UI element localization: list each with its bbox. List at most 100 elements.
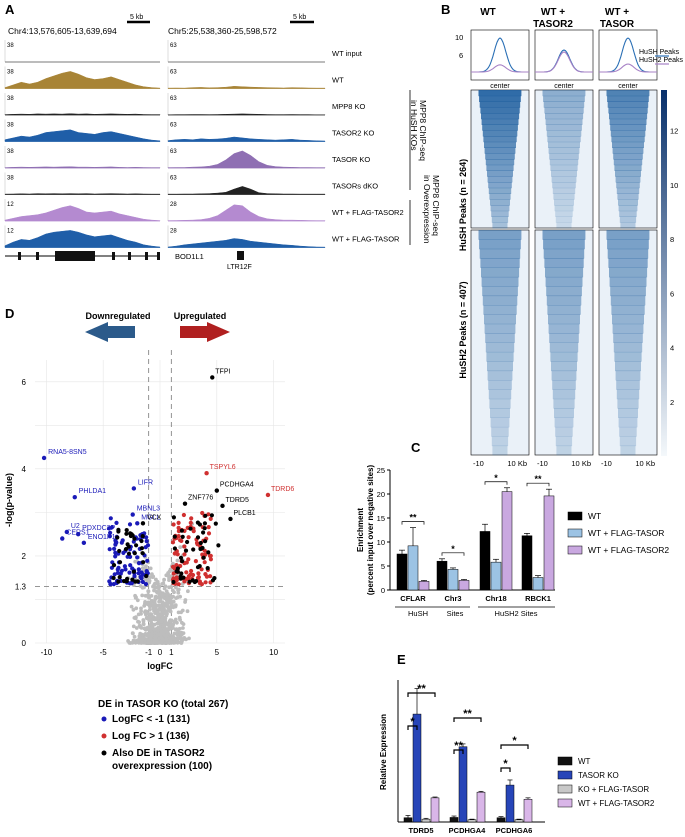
point-upregulated [197, 581, 203, 586]
point-also-de [134, 543, 139, 548]
point-nonsignificant [177, 615, 182, 620]
heatmap-band [546, 130, 582, 137]
heatmap-band [482, 124, 518, 131]
legend-label: Also DE in TASOR2 [112, 748, 205, 759]
point-label: TSPYL6 [210, 464, 236, 471]
point-upregulated [174, 563, 179, 568]
heatmap-band [545, 276, 583, 287]
profile-frame [534, 29, 594, 81]
heatmap-band [479, 248, 521, 259]
point-nonsignificant [176, 587, 181, 592]
bar [476, 791, 486, 823]
point-nonsignificant [167, 607, 172, 612]
point-nonsignificant [129, 604, 134, 609]
point-upregulated [182, 552, 187, 557]
bar [418, 581, 430, 591]
point-nonsignificant [149, 633, 154, 638]
heatmap-band [554, 408, 574, 418]
point-also-de [133, 579, 138, 584]
point-also-de [198, 540, 203, 546]
track-max-left: 38 [7, 123, 14, 129]
point-also-de [124, 528, 129, 533]
point-upregulated [202, 560, 207, 565]
point-also-de [132, 551, 137, 556]
point-nonsignificant [165, 601, 170, 605]
bar [421, 818, 431, 823]
point-also-de [117, 548, 122, 554]
heatmap-band [613, 159, 643, 166]
labeled-point [131, 486, 137, 491]
point-also-de [210, 578, 216, 583]
point-nonsignificant [136, 612, 141, 617]
point-also-de [130, 533, 135, 538]
heatmap-band [487, 176, 513, 183]
point-nonsignificant [164, 641, 169, 645]
legend-label: WT + FLAG-TASOR2 [578, 799, 655, 808]
point-downregulated [121, 550, 126, 556]
heatmap-band [616, 187, 640, 194]
point-upregulated [179, 538, 184, 544]
heatmap-band [607, 239, 649, 250]
heatmap-band [546, 124, 582, 131]
point-nonsignificant [143, 611, 148, 615]
point-nonsignificant [133, 593, 138, 598]
heatmap-band [545, 113, 584, 120]
heatmap-band [491, 436, 509, 447]
track-max-left: 12 [7, 229, 14, 235]
heatmap-band [544, 258, 584, 268]
point-nonsignificant [169, 595, 174, 600]
y-axis-label: Relative Expression [379, 714, 388, 790]
heatmap-band [616, 389, 640, 400]
heatmap-band [608, 258, 648, 268]
y-tick-label: 2 [22, 552, 27, 561]
point-nonsignificant [130, 631, 135, 635]
point-downregulated [122, 564, 127, 569]
x-axis-label: logFC [147, 661, 173, 671]
heatmap-band [617, 193, 639, 200]
point-downregulated [128, 563, 133, 568]
point-nonsignificant [143, 600, 148, 604]
track-max-right: 63 [170, 43, 177, 49]
significance-mark: * [503, 758, 508, 770]
y-tick-label: 0 [22, 639, 27, 648]
point-nonsignificant [138, 631, 143, 636]
track-signal-right [167, 186, 326, 195]
point-nonsignificant [139, 606, 143, 611]
heatmap-band [486, 164, 514, 171]
point-nonsignificant [153, 631, 158, 635]
point-nonsignificant [153, 636, 158, 640]
point-also-de [187, 579, 192, 584]
heatmap-band [619, 436, 637, 447]
legend-title: DE in TASOR KO (total 267) [98, 699, 228, 710]
category-label: CFLAR [400, 594, 426, 603]
point-downregulated [119, 568, 124, 573]
track-label: TASOR KO [332, 155, 370, 164]
x-tick-label: -5 [100, 648, 108, 657]
category-label: RBCK1 [525, 594, 551, 603]
point-upregulated [202, 548, 207, 553]
track-label: WT + FLAG-TASOR [332, 235, 400, 244]
point-nonsignificant [139, 609, 144, 613]
track-signal-right [167, 150, 326, 169]
legend-marker [101, 716, 107, 722]
point-also-de [180, 559, 185, 564]
heatmap-band [481, 113, 520, 120]
downregulated-label: Downregulated [85, 311, 150, 321]
labeled-point [64, 529, 70, 535]
profile-frame [470, 29, 530, 81]
scale-label-left: 5 kb [130, 14, 143, 21]
labeled-point [60, 536, 65, 541]
panel-a-letter: A [5, 2, 15, 17]
heatmap-band [616, 380, 640, 390]
point-also-de [175, 566, 180, 571]
heatmap-band [612, 314, 644, 325]
track-max-left: 38 [7, 149, 14, 155]
heatmap-band [620, 445, 636, 456]
point-nonsignificant [156, 595, 161, 599]
point-downregulated [136, 571, 141, 576]
track-label: TASORs dKO [332, 182, 378, 191]
heatmap-band [482, 286, 518, 297]
labeled-point [81, 540, 87, 546]
point-upregulated [189, 568, 194, 574]
bar [436, 560, 448, 591]
